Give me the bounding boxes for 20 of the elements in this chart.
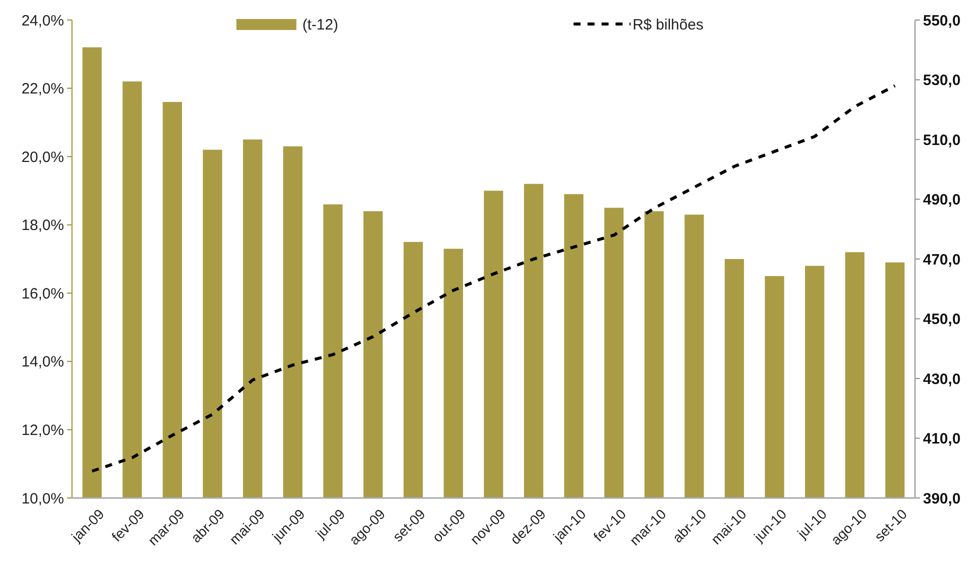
y-tick-label: 14,0% xyxy=(21,354,64,371)
line-series xyxy=(90,84,896,473)
y-tick-label: 18,0% xyxy=(21,217,64,234)
y-tick-label: 12,0% xyxy=(21,422,64,439)
y2-tick-label: 510,0 xyxy=(923,132,961,149)
y-tick-label: 24,0% xyxy=(21,12,64,30)
y-tick-label: 22,0% xyxy=(21,80,64,98)
y2-tick-label: 490,0 xyxy=(923,192,961,208)
y-tick-label: 10,0% xyxy=(21,490,64,508)
y2-tick-label: 450,0 xyxy=(923,311,961,328)
y2-tick-label: 410,0 xyxy=(923,430,961,448)
y-tick-label: 20,0% xyxy=(21,148,64,166)
legend-label: R$ bilhões xyxy=(632,16,704,34)
y2-tick-label: 530,0 xyxy=(923,72,961,89)
y2-tick-label: 550,0 xyxy=(923,12,961,30)
y2-tick-label: 390,0 xyxy=(923,490,961,508)
y2-tick-label: 430,0 xyxy=(923,370,961,388)
legend-label: (t-12) xyxy=(302,16,338,34)
y-tick-label: 16,0% xyxy=(21,285,64,302)
y2-tick-label: 470,0 xyxy=(923,251,961,268)
